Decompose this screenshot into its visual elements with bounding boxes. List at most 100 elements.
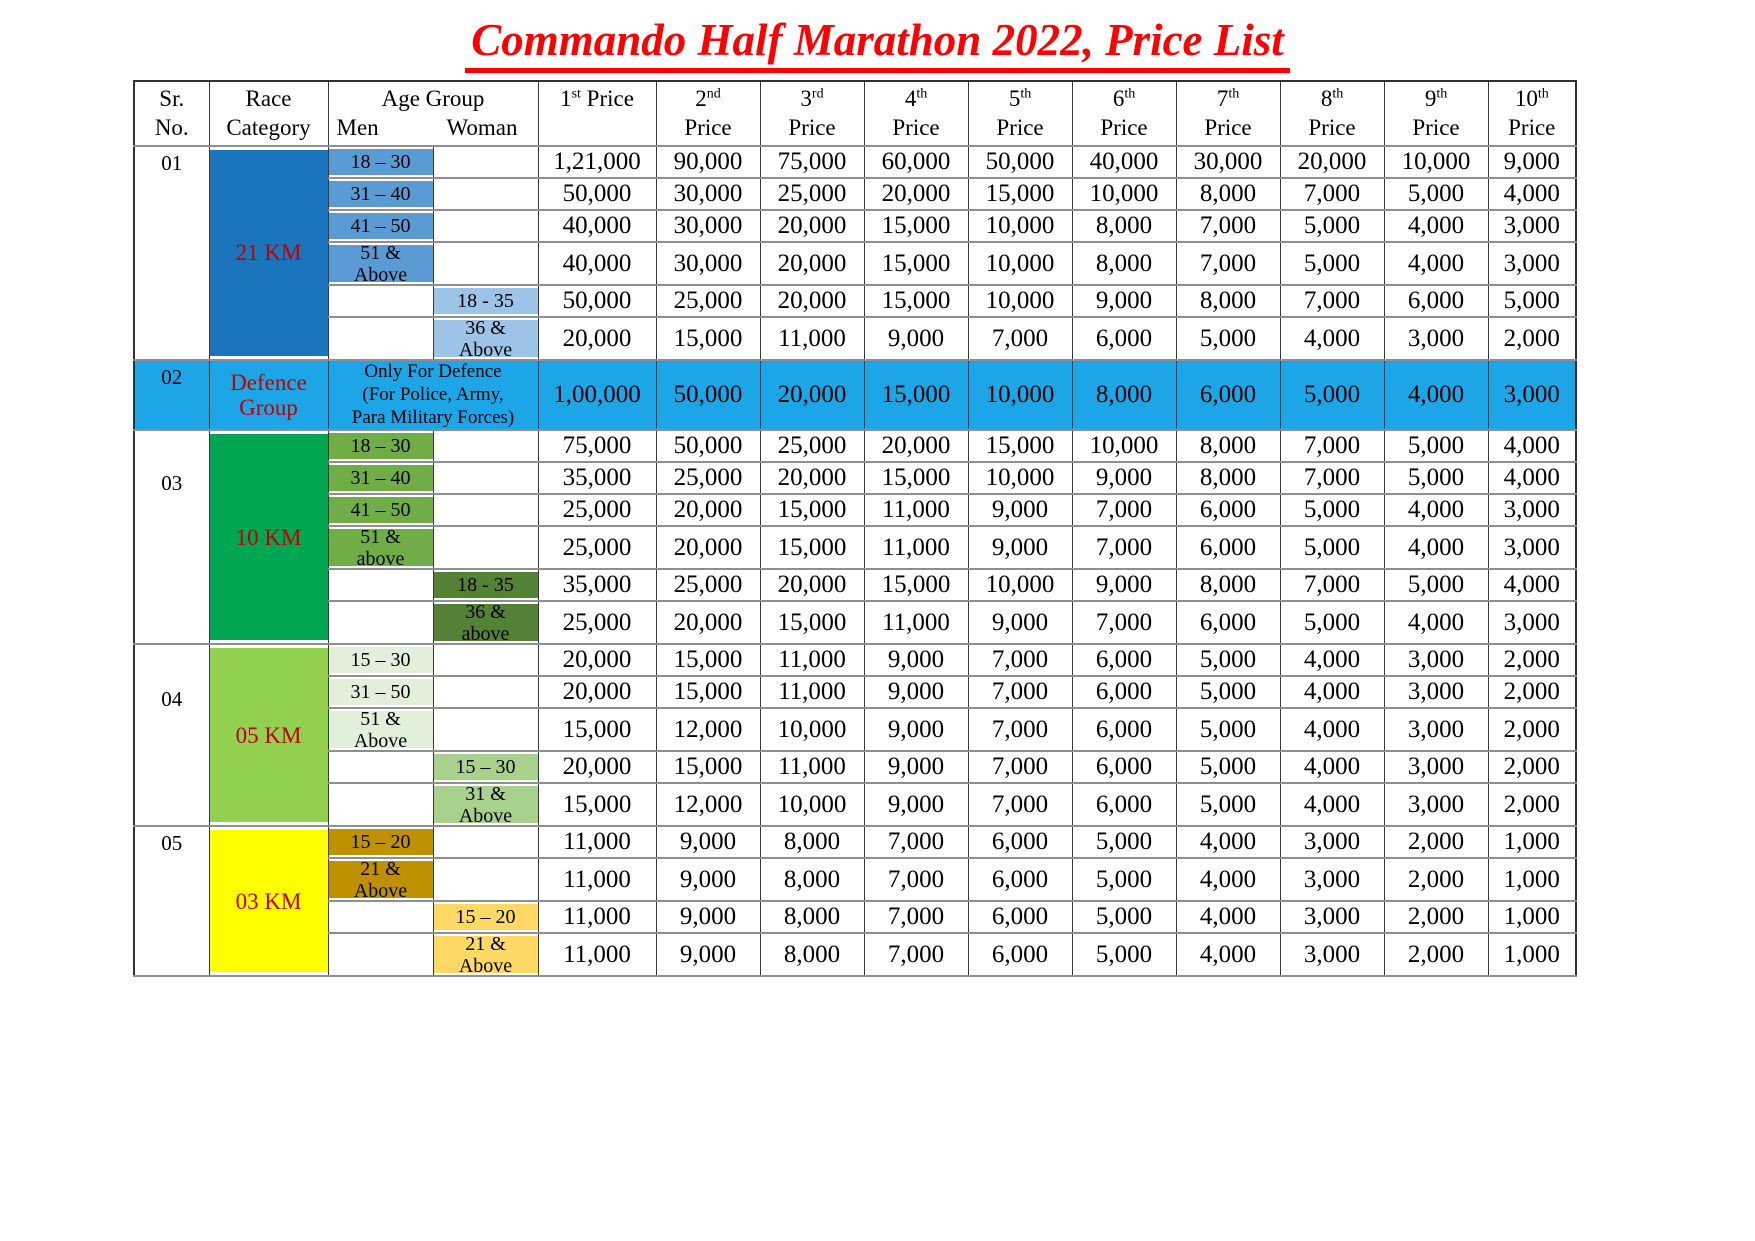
price-cell: 20,000 xyxy=(759,241,865,286)
price-cell: 9,000 xyxy=(863,750,969,785)
price-cell: 7,000 xyxy=(967,750,1073,785)
price-cell: 15,000 xyxy=(759,600,865,646)
sr-number-cell: 03 xyxy=(133,429,210,646)
price-cell: 7,000 xyxy=(863,857,969,903)
age-group-cell-men: 51 & above xyxy=(327,525,434,571)
price-cell: 50,000 xyxy=(655,358,761,432)
price-cell: 11,000 xyxy=(537,857,657,903)
header-price-9th: 9th Price xyxy=(1383,80,1489,147)
price-cell: 4,000 xyxy=(1175,932,1281,978)
age-group-cell-men: 41 – 50 xyxy=(327,493,434,528)
price-cell: 11,000 xyxy=(759,675,865,710)
price-cell: 5,000 xyxy=(1383,177,1489,211)
price-cell: 2,000 xyxy=(1383,825,1489,860)
price-cell: 10,000 xyxy=(759,707,865,753)
age-group-cell-woman xyxy=(432,493,539,528)
price-cell: 9,000 xyxy=(1071,568,1177,603)
price-cell: 4,000 xyxy=(1383,600,1489,646)
price-cell: 3,000 xyxy=(1383,750,1489,785)
price-cell: 4,000 xyxy=(1175,857,1281,903)
age-group-cell-men: 51 & Above xyxy=(327,707,434,753)
price-row: 02 Defence Group Only For Defence (For Pol… xyxy=(133,358,1577,432)
price-cell: 3,000 xyxy=(1383,782,1489,828)
price-table: Sr. No. Race Category Age Group Men Woma… xyxy=(133,80,1578,978)
price-cell: 3,000 xyxy=(1383,643,1489,678)
price-cell: 15,000 xyxy=(655,750,761,785)
price-row: 01 21 KM 18 – 30 1,21,000 90,000 75,000 60,000… xyxy=(133,145,1577,361)
price-cell: 90,000 xyxy=(655,145,761,179)
price-cell: 6,000 xyxy=(1071,750,1177,785)
price-cell: 15,000 xyxy=(537,782,657,828)
age-group-cell-woman xyxy=(432,825,539,860)
price-cell: 3,000 xyxy=(1279,932,1385,978)
sr-number-cell: 02 xyxy=(133,358,210,432)
price-cell: 20,000 xyxy=(759,461,865,496)
price-cell: 1,21,000 xyxy=(537,145,657,179)
price-cell: 25,000 xyxy=(759,177,865,211)
age-group-cell-woman xyxy=(432,461,539,496)
price-cell: 8,000 xyxy=(1175,177,1281,211)
age-group-cell-men: 41 – 50 xyxy=(327,209,434,243)
price-cell: 6,000 xyxy=(1175,600,1281,646)
price-cell: 9,000 xyxy=(863,643,969,678)
price-cell: 4,000 xyxy=(1383,358,1489,432)
price-cell: 35,000 xyxy=(537,568,657,603)
price-cell: 5,000 xyxy=(1383,461,1489,496)
header-price-3rd: 3rd Price xyxy=(759,80,865,147)
price-cell: 50,000 xyxy=(655,429,761,464)
price-row: 51 & Above 40,000 30,000 20,000 15,000 10,000… xyxy=(134,241,1577,286)
price-row: 31 – 40 50,000 30,000 25,000 20,000 15,000 10,… xyxy=(134,177,1577,211)
price-cell: 20,000 xyxy=(759,284,865,318)
price-cell: 5,000 xyxy=(1175,643,1281,678)
price-cell: 11,000 xyxy=(759,750,865,785)
price-cell: 4,000 xyxy=(1279,643,1385,678)
header-age-group-label: Age Group xyxy=(381,86,485,111)
age-group-cell-woman: 36 & Above xyxy=(432,316,539,361)
price-cell: 7,000 xyxy=(967,782,1073,828)
price-cell: 30,000 xyxy=(655,209,761,243)
price-cell: 8,000 xyxy=(1071,241,1177,286)
price-cell: 25,000 xyxy=(537,525,657,571)
price-cell: 50,000 xyxy=(967,145,1073,179)
price-cell: 9,000 xyxy=(655,857,761,903)
price-cell: 5,000 xyxy=(1383,429,1489,464)
header-age-group: Age Group Men Woman xyxy=(327,80,539,147)
price-cell: 5,000 xyxy=(1071,857,1177,903)
price-cell: 7,000 xyxy=(967,675,1073,710)
header-price-2nd: 2nd Price xyxy=(655,80,761,147)
price-cell: 6,000 xyxy=(1383,284,1489,318)
age-group-cell-men: 51 & Above xyxy=(327,241,434,286)
age-group-cell-woman: 21 & Above xyxy=(432,932,539,978)
price-cell: 6,000 xyxy=(967,932,1073,978)
age-group-cell-woman xyxy=(432,643,539,678)
age-group-cell-men: 18 – 30 xyxy=(327,429,434,464)
age-group-cell-men xyxy=(327,932,434,978)
header-race-line2: Category xyxy=(226,114,311,140)
price-cell: 11,000 xyxy=(863,600,969,646)
price-cell: 20,000 xyxy=(655,493,761,528)
price-cell: 8,000 xyxy=(1175,284,1281,318)
price-cell: 5,000 xyxy=(1279,241,1385,286)
header-price-10th: 10th Price xyxy=(1487,80,1577,147)
price-cell: 40,000 xyxy=(537,241,657,286)
price-cell: 25,000 xyxy=(655,284,761,318)
price-cell: 8,000 xyxy=(1175,568,1281,603)
header-woman-label: Woman xyxy=(446,114,518,140)
price-cell: 3,000 xyxy=(1487,600,1577,646)
price-cell: 15,000 xyxy=(537,707,657,753)
age-group-cell-woman xyxy=(432,145,539,179)
price-cell: 4,000 xyxy=(1279,707,1385,753)
price-cell: 30,000 xyxy=(655,177,761,211)
price-row: 15 – 20 11,000 9,000 8,000 7,000 6,000 5,000 4,… xyxy=(134,900,1577,935)
price-cell: 6,000 xyxy=(1175,358,1281,432)
age-group-cell-men xyxy=(327,782,434,828)
price-cell: 4,000 xyxy=(1279,782,1385,828)
price-cell: 40,000 xyxy=(1071,145,1177,179)
price-cell: 6,000 xyxy=(1071,643,1177,678)
price-cell: 75,000 xyxy=(537,429,657,464)
price-cell: 20,000 xyxy=(1279,145,1385,179)
header-race-category: Race Category xyxy=(208,80,329,147)
header-sr-line1: Sr. xyxy=(159,86,185,111)
price-cell: 50,000 xyxy=(537,177,657,211)
price-row: 18 - 35 35,000 25,000 20,000 15,000 10,000 9,0… xyxy=(134,568,1577,603)
